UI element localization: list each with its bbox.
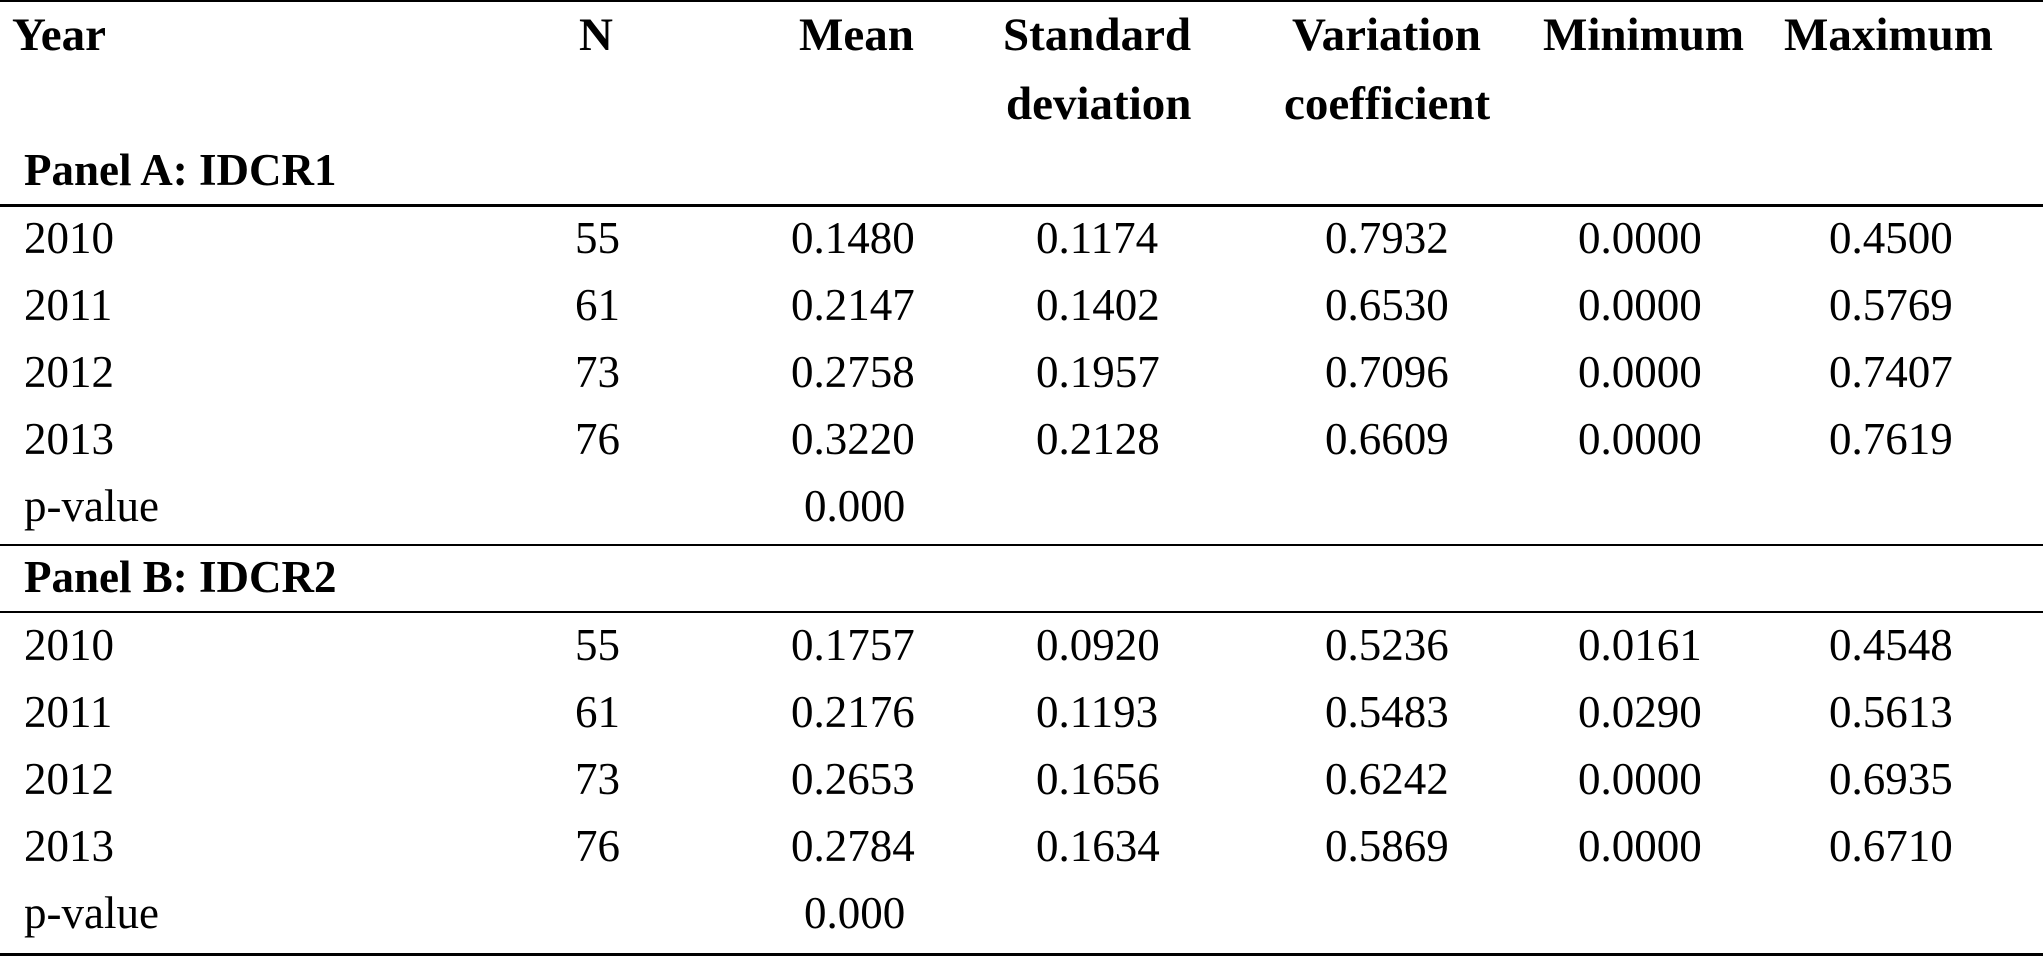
n-cell: 73 [575,754,620,804]
sd-cell: 0.1193 [1036,687,1159,737]
mean-cell: 0.2147 [791,280,915,330]
year-cell: 2010 [24,620,114,670]
min-cell: 0.0000 [1578,280,1702,330]
pvalue-cell: 0.000 [804,888,906,938]
max-cell: 0.6935 [1829,754,1953,804]
min-cell: 0.0000 [1578,347,1702,397]
panel-b-top-rule [0,544,2043,546]
cv-cell: 0.6242 [1325,754,1449,804]
cv-cell: 0.5483 [1325,687,1449,737]
max-cell: 0.7407 [1829,347,1953,397]
n-cell: 61 [575,687,620,737]
n-cell: 73 [575,347,620,397]
year-cell: 2012 [24,754,114,804]
cv-cell: 0.5236 [1325,620,1449,670]
header-minimum: Minimum [1543,9,1745,61]
year-cell: 2013 [24,821,114,871]
panel-b-rule [0,611,2043,613]
pvalue-label: p-value [24,888,159,938]
max-cell: 0.4548 [1829,620,1953,670]
sd-cell: 0.1656 [1036,754,1160,804]
max-cell: 0.7619 [1829,414,1953,464]
panel-a-title: Panel A: IDCR1 [24,145,337,195]
max-cell: 0.6710 [1829,821,1953,871]
year-cell: 2011 [24,280,113,330]
panel-a-rule [0,204,2043,207]
max-cell: 0.5769 [1829,280,1953,330]
year-cell: 2013 [24,414,114,464]
min-cell: 0.0000 [1578,821,1702,871]
mean-cell: 0.2176 [791,687,915,737]
year-cell: 2011 [24,687,113,737]
sd-cell: 0.1634 [1036,821,1160,871]
sd-cell: 0.1174 [1036,213,1159,263]
cv-cell: 0.6609 [1325,414,1449,464]
header-cv-line1: Variation [1292,9,1481,61]
sd-cell: 0.1402 [1036,280,1160,330]
min-cell: 0.0161 [1578,620,1702,670]
header-n: N [579,9,613,61]
header-year: Year [12,9,106,61]
cv-cell: 0.7932 [1325,213,1449,263]
top-rule [0,0,2043,2]
panel-b-title: Panel B: IDCR2 [24,552,337,602]
header-mean: Mean [799,9,914,61]
min-cell: 0.0000 [1578,754,1702,804]
n-cell: 76 [575,821,620,871]
n-cell: 55 [575,213,620,263]
header-cv-line2: coefficient [1284,78,1491,130]
min-cell: 0.0000 [1578,414,1702,464]
sd-cell: 0.0920 [1036,620,1160,670]
mean-cell: 0.3220 [791,414,915,464]
max-cell: 0.5613 [1829,687,1953,737]
min-cell: 0.0000 [1578,213,1702,263]
sd-cell: 0.2128 [1036,414,1160,464]
cv-cell: 0.6530 [1325,280,1449,330]
header-sd-line2: deviation [1006,78,1192,130]
cv-cell: 0.7096 [1325,347,1449,397]
n-cell: 55 [575,620,620,670]
mean-cell: 0.1480 [791,213,915,263]
year-cell: 2012 [24,347,114,397]
year-cell: 2010 [24,213,114,263]
mean-cell: 0.2758 [791,347,915,397]
max-cell: 0.4500 [1829,213,1953,263]
n-cell: 76 [575,414,620,464]
mean-cell: 0.2784 [791,821,915,871]
n-cell: 61 [575,280,620,330]
min-cell: 0.0290 [1578,687,1702,737]
cv-cell: 0.5869 [1325,821,1449,871]
mean-cell: 0.1757 [791,620,915,670]
header-sd-line1: Standard [1003,9,1192,61]
sd-cell: 0.1957 [1036,347,1160,397]
mean-cell: 0.2653 [791,754,915,804]
header-maximum: Maximum [1784,9,1993,61]
pvalue-cell: 0.000 [804,481,906,531]
bottom-rule [0,953,2043,956]
pvalue-label: p-value [24,481,159,531]
